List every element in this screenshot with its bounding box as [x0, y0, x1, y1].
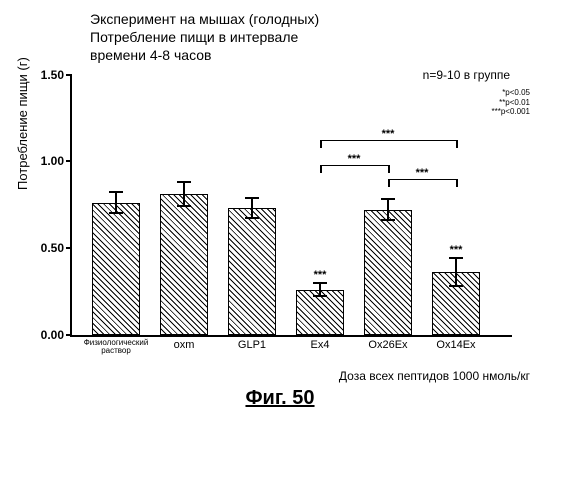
bracket-drop [388, 179, 390, 187]
bracket-drop [320, 165, 322, 173]
bracket-label: *** [348, 153, 361, 165]
y-tick-label: 0.00 [30, 328, 64, 342]
y-tick [66, 160, 72, 162]
figure-label: Фиг. 50 [10, 387, 550, 410]
bar [228, 208, 276, 335]
y-tick-label: 1.50 [30, 68, 64, 82]
title-line-1: Эксперимент на мышах (голодных) [90, 10, 550, 28]
error-cap [449, 285, 463, 287]
x-tick-label: Ox14Ex [416, 339, 496, 351]
y-tick [66, 74, 72, 76]
y-tick-label: 1.00 [30, 154, 64, 168]
bracket [320, 140, 456, 141]
chart-title: Эксперимент на мышах (голодных) Потребле… [90, 10, 550, 65]
bar [160, 194, 208, 334]
plot-area: 0.000.501.001.50Физиологическийрастворox… [70, 75, 512, 337]
bar [364, 210, 412, 335]
bracket-drop [456, 140, 458, 148]
error-bar [183, 182, 185, 206]
error-bar [319, 283, 321, 297]
bracket-drop [320, 140, 322, 148]
y-axis-label: Потребление пищи (г) [15, 57, 30, 190]
error-cap [109, 191, 123, 193]
error-bar [251, 198, 253, 219]
error-cap [313, 282, 327, 284]
error-cap [245, 217, 259, 219]
error-cap [177, 205, 191, 207]
y-tick [66, 247, 72, 249]
error-bar [115, 192, 117, 213]
error-cap [381, 219, 395, 221]
error-bar [455, 258, 457, 286]
bar [92, 203, 140, 335]
y-tick [66, 334, 72, 336]
title-line-2: Потребление пищи в интервале [90, 28, 550, 46]
error-cap [245, 197, 259, 199]
bracket [388, 179, 456, 180]
title-line-3: времени 4-8 часов [90, 46, 550, 64]
significance-marker: *** [314, 269, 327, 281]
bracket-drop [456, 179, 458, 187]
error-cap [449, 257, 463, 259]
significance-marker: *** [450, 244, 463, 256]
error-cap [381, 198, 395, 200]
chart-container: Эксперимент на мышах (голодных) Потребле… [10, 10, 550, 410]
error-bar [387, 199, 389, 220]
bracket [320, 165, 388, 166]
error-cap [313, 295, 327, 297]
error-cap [177, 181, 191, 183]
bracket-label: *** [416, 167, 429, 179]
bracket-label: *** [382, 128, 395, 140]
error-cap [109, 212, 123, 214]
y-tick-label: 0.50 [30, 241, 64, 255]
bracket-drop [388, 165, 390, 173]
dose-label: Доза всех пептидов 1000 нмоль/кг [10, 369, 530, 383]
